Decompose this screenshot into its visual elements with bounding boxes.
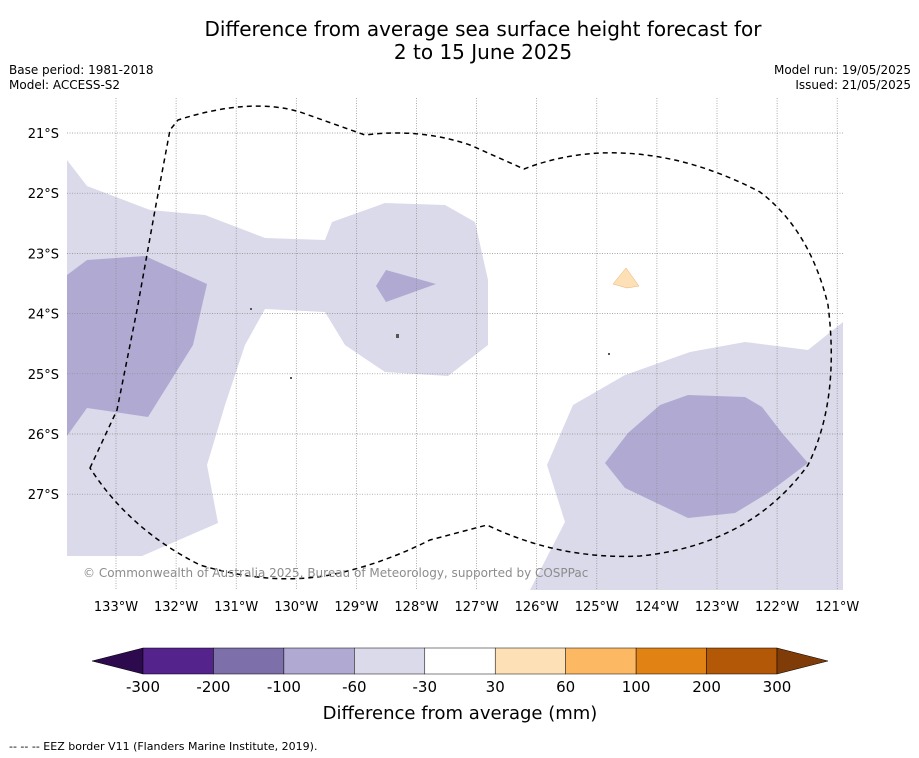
eez-footnote: -- -- -- EEZ border V11 (Flanders Marine…: [9, 740, 318, 753]
lat-label: 26°S: [28, 428, 59, 443]
colorbar-tick-label: -100: [267, 678, 301, 696]
lon-label: 129°W: [334, 600, 378, 615]
model-run-date: Model run: 19/05/2025: [773, 63, 911, 77]
colorbar-bin: [283, 647, 355, 675]
run-info-right: Model run: 19/05/2025 Issued: 21/05/2025: [774, 63, 911, 93]
colorbar-title: Difference from average (mm): [323, 703, 598, 724]
map-title: Difference from average sea surface heig…: [0, 18, 919, 64]
colorbar-bin: [213, 647, 285, 675]
lon-label: 126°W: [515, 600, 559, 615]
colorbar-bins: [142, 647, 778, 675]
colorbar-tick-label: 200: [692, 678, 721, 696]
eez-border: [89, 105, 832, 580]
run-info-left: Base period: 1981-2018 Model: ACCESS-S2: [9, 63, 154, 93]
lon-label: 128°W: [394, 600, 438, 615]
lat-label: 24°S: [28, 308, 59, 323]
colorbar-bin: [142, 647, 214, 675]
colorbar-bin: [706, 647, 778, 675]
colorbar-ticks: -300 -200 -100 -60 -30 30 60 100 200 300: [126, 678, 791, 696]
colorbar-bin: [354, 647, 426, 675]
anomaly-region-east-medium: [605, 395, 808, 518]
lon-label: 122°W: [755, 600, 799, 615]
map-plot-area: © Commonwealth of Australia 2025, Bureau…: [67, 98, 843, 590]
land-speck: [396, 334, 399, 338]
lat-label: 23°S: [28, 247, 59, 262]
lon-label: 121°W: [815, 600, 859, 615]
latitude-labels: 21°S 22°S 23°S 24°S 25°S 26°S 27°S: [28, 127, 59, 503]
issued-date: Issued: 21/05/2025: [795, 78, 911, 92]
colorbar-tick-label: -30: [413, 678, 438, 696]
colorbar-tick-label: -300: [126, 678, 160, 696]
land-speck: [608, 353, 610, 355]
colorbar-bin: [565, 647, 637, 675]
colorbar: -300 -200 -100 -60 -30 30 60 100 200 300 Differen…: [91, 647, 829, 724]
title-line-2: 2 to 15 June 2025: [393, 40, 573, 64]
colorbar-bin: [424, 647, 496, 675]
colorbar-tick-label: -200: [196, 678, 230, 696]
model-name: Model: ACCESS-S2: [9, 78, 121, 92]
colorbar-extend-max: [776, 647, 829, 675]
colorbar-bin: [494, 647, 566, 675]
lat-label: 22°S: [28, 187, 59, 202]
colorbar-tick-label: 30: [486, 678, 505, 696]
colorbar-tick-label: -60: [342, 678, 367, 696]
lat-label: 21°S: [28, 127, 59, 142]
lon-label: 125°W: [575, 600, 619, 615]
anomaly-region-west-light: [67, 160, 488, 556]
land-speck: [250, 308, 252, 310]
lat-label: 27°S: [28, 488, 59, 503]
lon-label: 127°W: [455, 600, 499, 615]
colorbar-tick-label: 300: [763, 678, 792, 696]
lat-label: 25°S: [28, 368, 59, 383]
colorbar-bin: [635, 647, 707, 675]
anomaly-region-central-medium: [376, 270, 436, 302]
gridlines: [67, 98, 843, 590]
lon-label: 124°W: [635, 600, 679, 615]
land-speck: [290, 377, 292, 379]
lon-label: 131°W: [214, 600, 258, 615]
colorbar-tick-label: 100: [622, 678, 651, 696]
anomaly-region-positive: [612, 267, 640, 289]
lon-label: 132°W: [154, 600, 198, 615]
longitude-labels: 133°W 132°W 131°W 130°W 129°W 128°W 127°W 126°W…: [94, 600, 860, 615]
title-line-1: Difference from average sea surface heig…: [204, 17, 762, 41]
colorbar-tick-label: 60: [556, 678, 575, 696]
anomaly-region-west-medium: [67, 256, 207, 436]
copyright-notice: © Commonwealth of Australia 2025, Bureau…: [83, 566, 588, 580]
colorbar-extend-min: [91, 647, 144, 675]
lon-label: 123°W: [695, 600, 739, 615]
lon-label: 133°W: [94, 600, 138, 615]
base-period: Base period: 1981-2018: [9, 63, 154, 77]
lon-label: 130°W: [274, 600, 318, 615]
